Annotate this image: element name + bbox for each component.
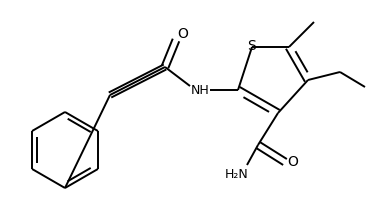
Text: O: O [288,155,299,169]
Text: H₂N: H₂N [225,169,249,181]
Text: NH: NH [191,84,209,96]
Text: S: S [247,39,255,53]
Text: O: O [178,27,188,41]
